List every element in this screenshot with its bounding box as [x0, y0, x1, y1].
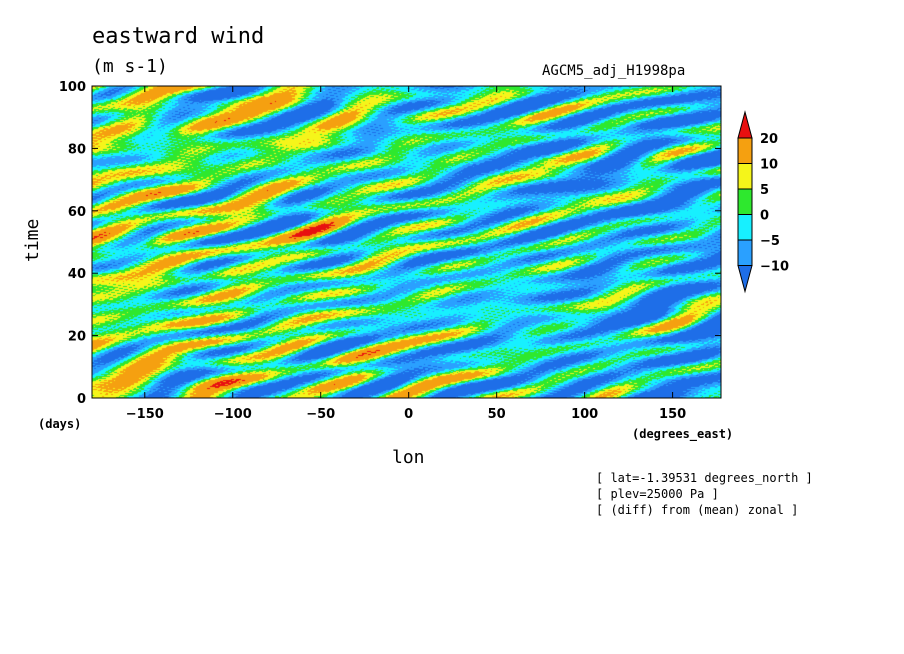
- axes: −150 −100 −50 0 50 100 150 0 20 40 60 80 100: [59, 80, 721, 422]
- colorbar-min-arrow: [737, 265, 753, 294]
- x-axis-label: lon: [392, 447, 425, 468]
- shaded-field: [92, 86, 721, 398]
- chart-title: eastward wind: [92, 24, 265, 49]
- y-tick-label: 0: [77, 392, 86, 407]
- colorbar-label: 20: [760, 132, 778, 147]
- annotation-plev: [ plev=25000 Pa ]: [596, 487, 719, 501]
- colorbar-label: 5: [760, 183, 769, 198]
- colorbar-label: −10: [760, 260, 789, 275]
- x-tick-label: 50: [488, 407, 506, 422]
- y-tick-label: 20: [68, 330, 86, 345]
- colorbar-segment: [737, 214, 753, 241]
- annotation-lat: [ lat=-1.39531 degrees_north ]: [596, 471, 813, 485]
- colorbar-segment: [737, 163, 753, 190]
- colorbar-segment: [737, 239, 753, 266]
- y-tick-label: 80: [68, 142, 86, 157]
- y-tick-label: 100: [59, 80, 86, 95]
- y-tick-label: 40: [68, 267, 86, 282]
- wind-field-image: [92, 86, 721, 398]
- colorbar-label: −5: [760, 234, 780, 249]
- y-axis-units: (days): [38, 417, 82, 431]
- x-tick-label: −50: [306, 407, 335, 422]
- colorbar: 20 10 5 0 −5 −10: [737, 110, 789, 294]
- x-tick-label: −100: [214, 407, 252, 422]
- run-label: AGCM5_adj_H1998pa: [542, 63, 686, 79]
- chart-units: (m s-1): [92, 56, 168, 77]
- colorbar-segment: [737, 188, 753, 215]
- colorbar-label: 10: [760, 158, 778, 173]
- x-tick-label: 0: [404, 407, 413, 422]
- colorbar-segment: [737, 137, 753, 164]
- x-tick-label: −150: [126, 407, 164, 422]
- x-tick-label: 150: [659, 407, 686, 422]
- annotation-diff: [ (diff) from (mean) zonal ]: [596, 503, 799, 517]
- colorbar-max-arrow: [737, 110, 753, 139]
- x-axis-units: (degrees_east): [632, 427, 734, 441]
- x-tick-label: 100: [571, 407, 598, 422]
- y-tick-label: 60: [68, 205, 86, 220]
- plot-frame: [91, 85, 722, 399]
- colorbar-label: 0: [760, 209, 769, 224]
